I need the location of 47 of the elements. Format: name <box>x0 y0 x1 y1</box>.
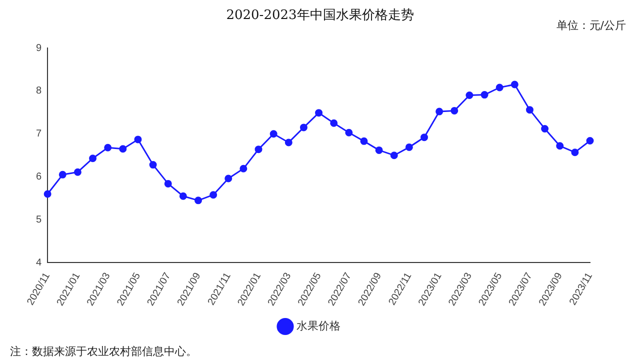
point <box>149 161 157 169</box>
point <box>104 144 112 152</box>
point <box>541 124 549 132</box>
y-tick-label: 7 <box>36 128 42 140</box>
point <box>345 128 353 136</box>
y-tick-label: 5 <box>36 214 42 226</box>
point <box>89 154 97 162</box>
point <box>450 106 458 114</box>
point <box>526 106 534 114</box>
point <box>179 192 187 200</box>
point <box>315 109 323 117</box>
point <box>375 146 383 154</box>
point <box>44 190 52 198</box>
point <box>586 137 594 144</box>
point <box>390 152 398 160</box>
point <box>134 136 142 144</box>
point <box>164 180 172 188</box>
point <box>254 146 262 154</box>
point <box>480 91 488 99</box>
y-tick-label: 8 <box>36 86 42 97</box>
y-axis-title: 单位：元/公斤 <box>556 18 626 33</box>
chart-title: 2020-2023年中国水果价格走势 <box>226 8 414 23</box>
point <box>119 145 127 153</box>
point <box>240 164 248 172</box>
point <box>510 80 518 88</box>
y-tick-label: 4 <box>36 257 42 268</box>
point <box>436 108 444 116</box>
point <box>284 138 292 146</box>
y-tick-label: 9 <box>36 42 42 54</box>
point <box>496 84 504 92</box>
point <box>466 91 474 99</box>
text: 注：数据来源于农业农村部信息中心。 <box>10 344 197 359</box>
legend-label: 水果价格 <box>296 320 340 333</box>
point <box>405 143 413 151</box>
point <box>571 148 579 156</box>
y-tick-label: 6 <box>36 172 42 183</box>
point <box>210 191 218 199</box>
point <box>360 137 368 145</box>
point <box>420 134 428 142</box>
point <box>74 168 82 176</box>
point <box>300 124 308 132</box>
point <box>270 130 278 138</box>
point <box>224 174 232 182</box>
point <box>556 142 564 150</box>
point <box>194 196 202 204</box>
point <box>58 170 66 178</box>
point <box>330 119 338 127</box>
